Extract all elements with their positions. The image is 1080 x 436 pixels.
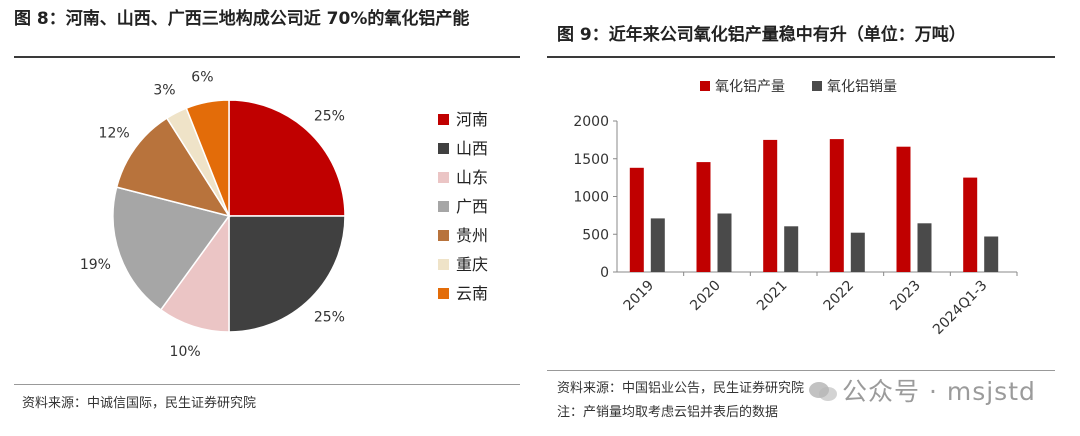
bar-production-2024Q1-3 bbox=[963, 177, 978, 272]
legend-swatch-2 bbox=[438, 172, 449, 183]
bar-production-2019 bbox=[629, 167, 644, 272]
pie-label-1: 25% bbox=[314, 309, 345, 325]
legend-swatch-4 bbox=[438, 230, 449, 241]
bar-legend-label-0: 氧化铝产量 bbox=[715, 79, 785, 95]
x-tick-label-2: 2021 bbox=[754, 278, 791, 315]
y-tick-label-2: 1000 bbox=[573, 190, 609, 206]
bar-sales-2019 bbox=[650, 218, 665, 272]
bar-legend-swatch-1 bbox=[812, 81, 822, 91]
legend-swatch-6 bbox=[438, 288, 449, 299]
legend-label-2: 山东 bbox=[456, 168, 488, 187]
bar-chart: 0 500 1000 1500 2000 2019 2020 2021 2022 2023 2024… bbox=[573, 79, 1018, 338]
pie-slice-3 bbox=[112, 186, 231, 311]
right-figure-panel: 图 9：近年来公司氧化铝产量稳中有升（单位：万吨） 0 500 1000 1500 20… bbox=[545, 0, 1080, 436]
pie-label-4: 12% bbox=[99, 126, 130, 142]
pie-label-2: 10% bbox=[170, 344, 201, 360]
right-note-text: 注：产销量均取考虑云铝并表后的数据 bbox=[557, 405, 779, 420]
left-source-rule bbox=[14, 384, 520, 385]
legend-label-0: 河南 bbox=[456, 110, 488, 129]
pie-slice-2 bbox=[159, 213, 230, 333]
right-title-rule bbox=[547, 56, 1055, 58]
legend-swatch-1 bbox=[438, 143, 449, 154]
x-tick-label-3: 2022 bbox=[821, 278, 858, 315]
legend-label-5: 重庆 bbox=[456, 255, 488, 274]
pie-slice-1 bbox=[228, 215, 346, 333]
legend-label-6: 云南 bbox=[456, 284, 488, 303]
pie-slice-4 bbox=[115, 117, 231, 218]
bar-legend-swatch-0 bbox=[700, 81, 710, 91]
right-figure-title: 图 9：近年来公司氧化铝产量稳中有升（单位：万吨） bbox=[557, 25, 966, 45]
left-source-text: 资料来源：中诚信国际，民生证券研究院 bbox=[22, 396, 257, 411]
watermark-text: 公众号 · msjstd bbox=[842, 377, 1036, 406]
legend-label-3: 广西 bbox=[456, 197, 488, 216]
left-title-rule bbox=[14, 56, 520, 58]
bar-legend-label-1: 氧化铝销量 bbox=[827, 79, 897, 95]
right-source-text: 资料来源：中国铝业公告，民生证券研究院 bbox=[557, 381, 805, 396]
bar-production-2022 bbox=[829, 139, 844, 272]
legend-label-4: 贵州 bbox=[456, 226, 488, 245]
pie-label-6: 6% bbox=[191, 70, 213, 86]
bar-sales-2023 bbox=[917, 223, 932, 272]
bar-production-2023 bbox=[896, 146, 911, 272]
y-tick-label-0: 0 bbox=[600, 265, 609, 281]
bar-sales-2024Q1-3 bbox=[984, 236, 999, 272]
y-tick-label-1: 500 bbox=[582, 227, 609, 243]
bar-sales-2022 bbox=[850, 232, 865, 272]
bar-production-2021 bbox=[763, 139, 778, 272]
y-tick-label-3: 1500 bbox=[573, 152, 609, 168]
legend-swatch-5 bbox=[438, 259, 449, 270]
bar-sales-2020 bbox=[717, 213, 732, 272]
pie-label-5: 3% bbox=[153, 83, 175, 99]
bar-production-2020 bbox=[696, 162, 711, 272]
bar-sales-2021 bbox=[784, 226, 799, 272]
x-tick-label-4: 2023 bbox=[887, 278, 924, 315]
x-tick-label-5: 2024Q1-3 bbox=[930, 278, 990, 338]
pie-slice-0 bbox=[228, 99, 346, 217]
legend-label-1: 山西 bbox=[456, 139, 488, 158]
left-figure-panel: 图 8：河南、山西、广西三地构成公司近 70%的氧化铝产能 25% 25% 10% 1… bbox=[0, 0, 530, 436]
left-figure-title: 图 8：河南、山西、广西三地构成公司近 70%的氧化铝产能 bbox=[14, 9, 470, 29]
pie-label-0: 25% bbox=[314, 109, 345, 125]
x-tick-label-0: 2019 bbox=[621, 278, 658, 315]
pie-slice-6 bbox=[185, 99, 230, 217]
pie-label-3: 19% bbox=[80, 257, 111, 273]
wechat-icon bbox=[809, 382, 837, 401]
legend-swatch-0 bbox=[438, 114, 449, 125]
right-source-rule bbox=[547, 370, 1055, 371]
x-tick-label-1: 2020 bbox=[687, 278, 724, 315]
y-tick-label-4: 2000 bbox=[573, 114, 609, 130]
legend-swatch-3 bbox=[438, 201, 449, 212]
